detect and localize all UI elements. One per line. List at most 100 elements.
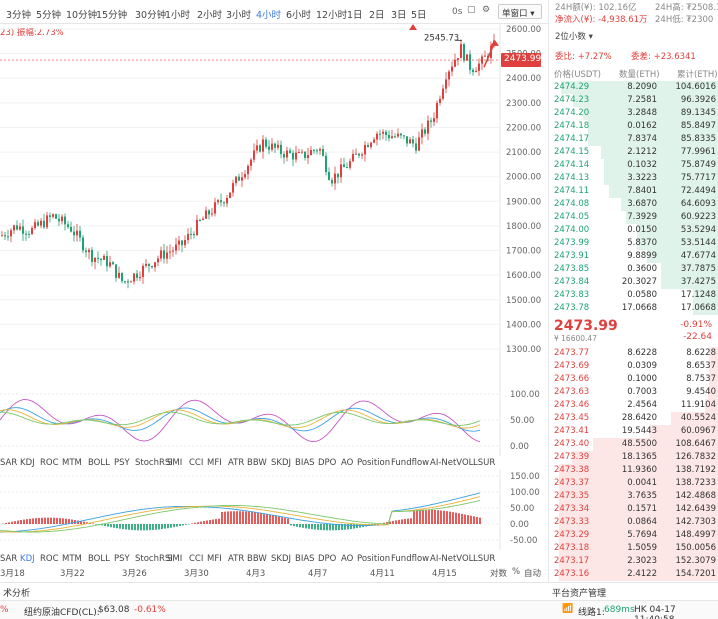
bid-row[interactable]: 2473.85 0.3600 37.7875	[549, 263, 718, 276]
indicator-tab-ai-netvol[interactable]: AI-NetVOL	[430, 554, 474, 564]
bid-row[interactable]: 2474.00 0.0150 53.5294	[549, 224, 718, 237]
settings-icon[interactable]: ⚙	[482, 5, 491, 15]
bid-row[interactable]: 2473.84 20.3027 37.4275	[549, 276, 718, 289]
indicator-tab-boll[interactable]: BOLL	[88, 554, 110, 564]
indicator-tab-stochrsi[interactable]: StochRSI	[135, 458, 173, 468]
axis-mode-1[interactable]: %	[512, 567, 521, 577]
indicator-tab-psy[interactable]: PSY	[114, 458, 130, 468]
indicator-tab-lsur[interactable]: LSUR	[473, 458, 496, 468]
ask-row[interactable]: 2473.40 48.5500 108.6467	[549, 438, 718, 451]
indicator-tab-mfi[interactable]: MFI	[207, 458, 222, 468]
axis-mode-0[interactable]: 对数	[490, 569, 508, 579]
bid-row[interactable]: 2474.08 3.6870 64.6093	[549, 198, 718, 211]
bid-row[interactable]: 2474.05 7.3929 60.9223	[549, 211, 718, 224]
ask-row[interactable]: 2473.35 3.7635 142.4868	[549, 490, 718, 503]
macd-oscillator-pane[interactable]: 150.00 100.00 50.00 0.00 -50.00	[0, 470, 548, 550]
analysis-tab[interactable]: 术分析	[3, 589, 31, 599]
ask-row[interactable]: 2473.18 1.5059 150.0056	[549, 542, 718, 555]
timeframe-8[interactable]: 4小时	[256, 10, 282, 21]
indicator-tab-dpo[interactable]: DPO	[318, 554, 337, 564]
timeframe-3[interactable]: 15分钟	[96, 10, 128, 21]
axis-mode-2[interactable]: 自动	[524, 569, 542, 579]
ask-row[interactable]: 2473.77 8.6228 8.6228	[549, 347, 718, 360]
indicator-tab-roc[interactable]: ROC	[40, 458, 59, 468]
candlestick-chart[interactable]: 2600.002500.002400.002300.002200.002100.…	[0, 24, 548, 386]
indicator-tab-kdj[interactable]: KDJ	[20, 458, 35, 468]
indicator-tab-cci[interactable]: CCI	[189, 554, 204, 564]
ask-row[interactable]: 2473.38 11.9360 138.7192	[549, 464, 718, 477]
indicator-tab-bias[interactable]: BIAS	[295, 458, 315, 468]
indicator-tab-sar[interactable]: SAR	[0, 554, 18, 564]
timeframe-1[interactable]: 5分钟	[36, 10, 62, 21]
timeframe-0[interactable]: 3分钟	[6, 10, 32, 21]
indicator-tab-boll[interactable]: BOLL	[88, 458, 110, 468]
timeframe-4[interactable]: 30分钟	[135, 10, 167, 21]
indicator-tab-atr[interactable]: ATR	[228, 458, 245, 468]
fullscreen-icon[interactable]: ▢	[467, 5, 476, 15]
indicator-tab-lsur[interactable]: LSUR	[473, 554, 496, 564]
bid-row[interactable]: 2474.14 0.1032 75.8749	[549, 159, 718, 172]
decimals-select[interactable]: 2位小数 ▾	[555, 32, 593, 42]
timeframe-9[interactable]: 6小时	[286, 10, 312, 21]
ask-row[interactable]: 2473.34 0.1571 142.6439	[549, 503, 718, 516]
indicator-tab-ao[interactable]: AO	[341, 458, 354, 468]
indicator-tab-smi[interactable]: SMI	[167, 554, 183, 564]
indicator-tab-smi[interactable]: SMI	[167, 458, 183, 468]
timeframe-10[interactable]: 12小时	[316, 10, 348, 21]
indicator-tab-fundflow[interactable]: Fundflow	[391, 458, 430, 468]
timeframe-6[interactable]: 2小时	[197, 10, 223, 21]
indicator-tab-kdj[interactable]: KDJ	[20, 554, 35, 564]
bid-row[interactable]: 2474.15 2.1212 77.9961	[549, 146, 718, 159]
timeframe-12[interactable]: 2日	[369, 10, 385, 21]
indicator-tab-bias[interactable]: BIAS	[295, 554, 315, 564]
kdj-oscillator-pane[interactable]: 100.00 50.00 0.00	[0, 386, 548, 456]
indicator-tab-cci[interactable]: CCI	[189, 458, 204, 468]
indicator-tab-stochrsi[interactable]: StochRSI	[135, 554, 173, 564]
ask-row[interactable]: 2473.17 2.3023 152.3079	[549, 555, 718, 568]
bid-row[interactable]: 2473.78 17.0668 17.0668	[549, 302, 718, 315]
ask-row[interactable]: 2473.29 5.7694 148.4997	[549, 529, 718, 542]
bid-row[interactable]: 2474.29 8.2090 104.6016	[549, 81, 718, 94]
indicator-tab-skdj[interactable]: SKDJ	[271, 458, 292, 468]
single-window-select[interactable]: 单窗口 ▾	[498, 4, 542, 19]
indicator-tab-mtm[interactable]: MTM	[62, 554, 82, 564]
timeframe-5[interactable]: 1小时	[165, 10, 191, 21]
bid-row[interactable]: 2474.13 3.3223 75.7717	[549, 172, 718, 185]
indicator-tab-position[interactable]: Position	[357, 554, 391, 564]
ask-row[interactable]: 2473.39 18.1365 126.7832	[549, 451, 718, 464]
indicator-tab-ai-netvol[interactable]: AI-NetVOL	[430, 458, 474, 468]
indicator-tab-fundflow[interactable]: Fundflow	[391, 554, 430, 564]
indicator-tab-sar[interactable]: SAR	[0, 458, 18, 468]
ask-row[interactable]: 2473.37 0.0041 138.7233	[549, 477, 718, 490]
bid-row[interactable]: 2474.18 0.0162 85.8497	[549, 120, 718, 133]
bid-row[interactable]: 2474.17 7.8374 85.8335	[549, 133, 718, 146]
ask-row[interactable]: 2473.66 0.1000 8.7537	[549, 373, 718, 386]
indicator-tab-roc[interactable]: ROC	[40, 554, 59, 564]
indicator-tab-mtm[interactable]: MTM	[62, 458, 82, 468]
indicator-tab-position[interactable]: Position	[357, 458, 391, 468]
ask-row[interactable]: 2473.16 2.4122 154.7201	[549, 568, 718, 581]
ask-row[interactable]: 2473.63 0.7003 9.4540	[549, 386, 718, 399]
indicator-tab-mfi[interactable]: MFI	[207, 554, 222, 564]
indicator-tab-bbw[interactable]: BBW	[247, 554, 267, 564]
timeframe-13[interactable]: 3日	[391, 10, 407, 21]
ask-row[interactable]: 2473.41 19.5443 60.0967	[549, 425, 718, 438]
ask-row[interactable]: 2473.45 28.6420 40.5524	[549, 412, 718, 425]
bid-row[interactable]: 2474.23 7.2581 96.3926	[549, 94, 718, 107]
timeframe-7[interactable]: 3小时	[226, 10, 252, 21]
indicator-tab-dpo[interactable]: DPO	[318, 458, 337, 468]
refresh-interval[interactable]: 0s	[452, 7, 463, 17]
ask-row[interactable]: 2473.69 0.0309 8.6537	[549, 360, 718, 373]
indicator-tab-psy[interactable]: PSY	[114, 554, 130, 564]
ask-row[interactable]: 2473.33 0.0864 142.7303	[549, 516, 718, 529]
asset-mgmt-tab[interactable]: 平台资产管理	[552, 589, 607, 599]
indicator-tab-ao[interactable]: AO	[341, 554, 354, 564]
indicator-tab-atr[interactable]: ATR	[228, 554, 245, 564]
timeframe-14[interactable]: 5日	[411, 10, 427, 21]
bid-row[interactable]: 2473.91 9.8899 47.6774	[549, 250, 718, 263]
indicator-tab-bbw[interactable]: BBW	[247, 458, 267, 468]
timeframe-11[interactable]: 1日	[347, 10, 363, 21]
bid-row[interactable]: 2474.11 7.8401 72.4494	[549, 185, 718, 198]
indicator-tab-skdj[interactable]: SKDJ	[271, 554, 292, 564]
bid-row[interactable]: 2473.83 0.0580 17.1248	[549, 289, 718, 302]
